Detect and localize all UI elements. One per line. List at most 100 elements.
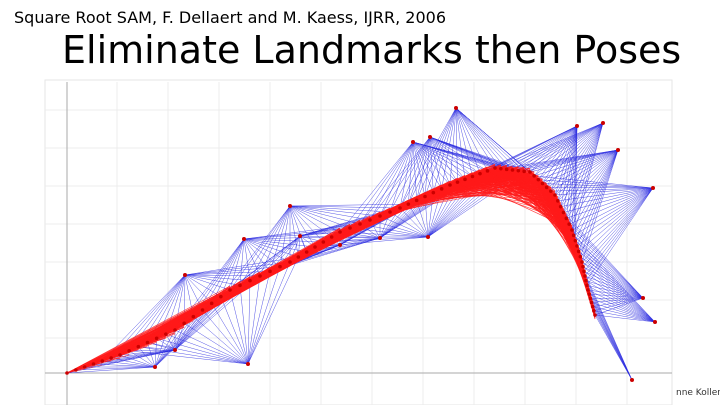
edge xyxy=(243,238,299,258)
edge xyxy=(399,141,414,209)
pose xyxy=(573,238,578,243)
pose xyxy=(587,292,591,296)
edge xyxy=(581,261,656,323)
edge xyxy=(424,107,457,197)
edge xyxy=(494,125,578,169)
pose xyxy=(268,269,272,274)
edge xyxy=(184,274,221,297)
edge xyxy=(429,136,451,186)
edge xyxy=(289,205,307,253)
pose xyxy=(313,245,317,249)
edge xyxy=(512,125,578,171)
edge xyxy=(184,271,271,276)
edge xyxy=(455,107,481,174)
landmark xyxy=(378,236,382,240)
pose xyxy=(258,274,262,278)
edge xyxy=(576,245,656,323)
edge xyxy=(566,187,654,219)
pose xyxy=(536,177,541,182)
edge xyxy=(429,136,531,173)
edge xyxy=(578,149,619,252)
edge xyxy=(247,271,271,365)
edge xyxy=(554,187,654,196)
pose xyxy=(368,218,372,222)
pose xyxy=(182,321,186,326)
edge xyxy=(582,187,654,267)
pose xyxy=(575,244,579,248)
pose xyxy=(578,254,583,259)
edge xyxy=(247,266,281,365)
edge xyxy=(568,149,619,225)
pose xyxy=(549,189,553,193)
edge xyxy=(289,205,361,225)
edge xyxy=(566,149,619,219)
edge xyxy=(399,207,429,238)
pose xyxy=(248,278,252,283)
pose xyxy=(582,269,586,274)
edge xyxy=(576,245,644,299)
edge xyxy=(587,289,656,323)
edge xyxy=(247,275,261,365)
edge xyxy=(389,211,429,238)
pose xyxy=(553,193,557,197)
edge xyxy=(249,275,271,281)
edge xyxy=(229,227,341,291)
edge xyxy=(243,238,251,281)
edge xyxy=(84,364,103,368)
credit: nne Koller xyxy=(676,388,720,398)
pose xyxy=(576,249,581,254)
pose xyxy=(593,313,597,317)
landmark xyxy=(298,234,302,238)
edge xyxy=(594,314,633,381)
edge xyxy=(584,275,644,299)
edge xyxy=(339,219,361,233)
edge xyxy=(506,122,604,170)
edge xyxy=(66,366,156,374)
edge xyxy=(578,187,654,252)
pose xyxy=(463,177,467,182)
edge xyxy=(243,231,341,240)
pose xyxy=(228,288,232,292)
edge xyxy=(518,125,578,171)
edge xyxy=(557,149,619,202)
pose xyxy=(74,368,78,372)
pose xyxy=(581,264,585,269)
edge xyxy=(534,122,604,177)
edge xyxy=(575,240,656,323)
edge xyxy=(518,122,604,171)
landmark xyxy=(246,362,250,366)
pose xyxy=(127,349,131,353)
edge xyxy=(534,149,619,177)
landmark xyxy=(288,204,292,208)
pose xyxy=(238,283,242,288)
edge xyxy=(243,238,307,253)
edge xyxy=(506,125,578,170)
edge xyxy=(202,309,249,365)
edge xyxy=(538,149,619,180)
pose xyxy=(448,183,452,187)
edge xyxy=(563,212,644,299)
edge xyxy=(119,354,156,368)
edge xyxy=(542,122,604,184)
edge xyxy=(211,293,222,304)
edge xyxy=(412,141,417,201)
edge xyxy=(592,306,656,323)
pose xyxy=(522,169,526,174)
edge xyxy=(220,296,249,365)
pose xyxy=(423,194,427,199)
edge xyxy=(455,107,507,170)
landmark xyxy=(641,296,645,300)
edge xyxy=(154,329,176,368)
edge xyxy=(589,293,656,323)
edge xyxy=(412,141,466,180)
edge xyxy=(299,231,341,237)
edge xyxy=(412,141,426,197)
pose xyxy=(191,314,196,319)
pose xyxy=(136,344,141,349)
edge xyxy=(138,346,249,365)
nodes xyxy=(65,106,657,382)
edge xyxy=(479,165,501,174)
landmark xyxy=(616,148,620,152)
landmark xyxy=(630,378,634,382)
pose xyxy=(592,309,596,313)
